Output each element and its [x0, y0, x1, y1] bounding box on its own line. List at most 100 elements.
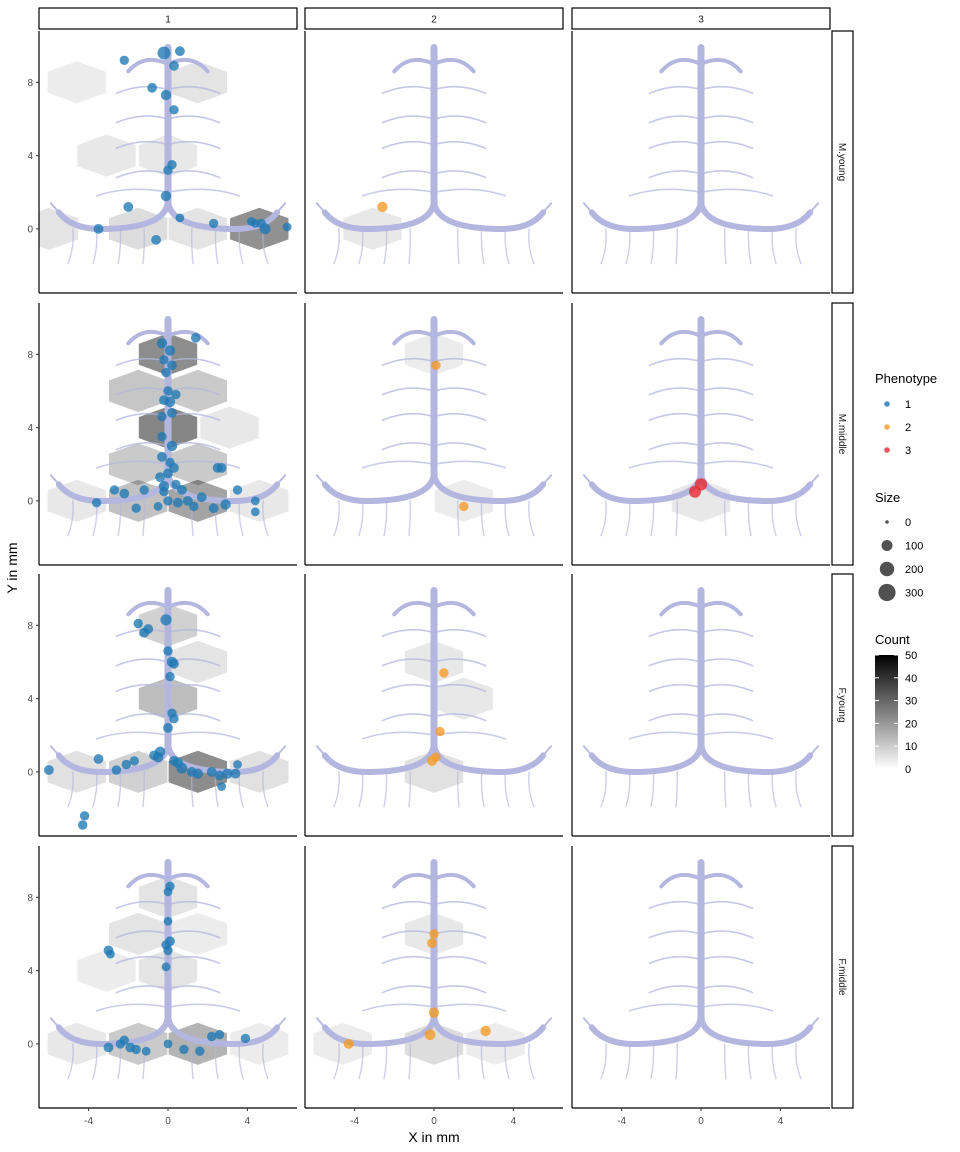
legend-phenotype-label: 1 [905, 399, 911, 411]
data-point [214, 1030, 225, 1040]
legend-count-label: 0 [905, 764, 911, 776]
data-point [147, 82, 158, 93]
hexbin-cell [77, 134, 136, 177]
vessel-branch [358, 228, 364, 265]
y-tick-label: 0 [27, 1039, 33, 1050]
vessel-branch [648, 930, 702, 939]
facet-strip-label: 1 [165, 15, 171, 26]
vessel-branch [457, 228, 460, 265]
vessel-branch [480, 500, 485, 537]
vessel-branch [408, 1043, 411, 1080]
x-tick-label: 0 [698, 1116, 704, 1127]
data-point [282, 222, 292, 232]
data-point [111, 765, 122, 775]
vessel-branch [628, 188, 702, 197]
y-tick-label: 0 [27, 496, 33, 507]
panel-m-middle-2 [304, 303, 563, 566]
data-point [165, 671, 175, 682]
vessel-branch [358, 1043, 364, 1080]
y-tick-label: 0 [27, 224, 33, 235]
vessel-branch [115, 442, 169, 451]
vessel-branch [625, 1043, 631, 1080]
facet-strip-label: M.middle [836, 414, 847, 455]
vessel-branch [381, 85, 435, 95]
vessel-branch [795, 771, 802, 808]
vessel-branch [771, 228, 777, 265]
vessel-branch [700, 713, 754, 722]
vessel-branch [771, 771, 777, 808]
legend-count-label: 40 [905, 673, 917, 685]
vessel-branch [276, 1017, 287, 1029]
vessel-branch [142, 500, 145, 537]
data-point [173, 497, 183, 508]
vessel-branch [675, 1043, 678, 1080]
panel-m-young-2 [304, 31, 563, 294]
facet-strip-label: F.middle [836, 958, 847, 996]
data-point [240, 1033, 251, 1044]
legend-count-label: 10 [905, 741, 917, 753]
y-tick-label: 8 [27, 621, 33, 632]
vessel-branch [724, 1043, 727, 1080]
vessel-branch [262, 771, 269, 808]
vessel-branch [167, 900, 221, 910]
facet-strip-right [831, 845, 854, 1109]
x-tick-label: 0 [431, 1116, 437, 1127]
vessel-branch [191, 228, 194, 265]
vessel-branch [795, 500, 802, 537]
x-tick-label: 4 [245, 1116, 251, 1127]
data-point [163, 887, 173, 897]
axes-layer: 0 4 8 0 4 8 0 4 8 0 4 8 -4 0 4 -4 0 4 -4 0 4 1 2 3 M.young M.midd… [27, 7, 854, 1127]
panel-plot-area [582, 44, 820, 265]
hexbin-cell [168, 369, 227, 412]
data-point [165, 457, 175, 468]
vessel-branch [700, 900, 754, 910]
vessel-branch [167, 731, 241, 740]
vessel-branch [648, 85, 702, 95]
data-point [189, 501, 199, 512]
data-point [206, 767, 217, 777]
data-point [160, 190, 172, 202]
data-point [159, 355, 169, 365]
vessel-branch [92, 1043, 98, 1080]
data-point [163, 165, 173, 175]
data-point [439, 668, 449, 678]
vessel-branch [167, 170, 221, 179]
vessel-branch [381, 985, 435, 994]
vessel-branch [321, 468, 437, 505]
data-point [157, 46, 171, 60]
vessel-branch [383, 500, 388, 537]
vessel-branch [771, 1043, 777, 1080]
data-point [195, 1046, 205, 1056]
vessel-branch [67, 1043, 74, 1080]
facet-strip-label: M.young [836, 143, 847, 181]
vessel-branch [433, 731, 507, 740]
data-point [119, 55, 129, 65]
vessel-branch [724, 228, 727, 265]
vessel-branch [92, 228, 98, 265]
y-tick-label: 4 [27, 423, 33, 434]
vessel-branch [167, 1003, 241, 1012]
data-point [141, 1046, 151, 1056]
data-point [175, 213, 185, 223]
vessel-branch [700, 115, 754, 124]
vessel-branch [659, 329, 743, 346]
vessel-branch [698, 739, 814, 776]
vessel-branch [381, 658, 435, 667]
vessel-branch [724, 500, 727, 537]
x-tick-label: 4 [778, 1116, 784, 1127]
y-tick-label: 8 [27, 78, 33, 89]
data-point [428, 1007, 440, 1018]
data-point [157, 411, 167, 422]
vessel-branch [747, 228, 752, 265]
vessel-branch [659, 600, 743, 617]
data-point [155, 472, 166, 482]
panel-plot-area [313, 859, 553, 1080]
vessel-branch [648, 658, 702, 667]
vessel-branch [700, 170, 754, 179]
vessel-branch [49, 202, 60, 214]
vessel-branch [315, 202, 326, 214]
vessel-branch [648, 900, 702, 910]
facet-strip-label: 3 [698, 15, 704, 26]
data-point [177, 485, 187, 495]
vessel-branch [582, 745, 593, 757]
